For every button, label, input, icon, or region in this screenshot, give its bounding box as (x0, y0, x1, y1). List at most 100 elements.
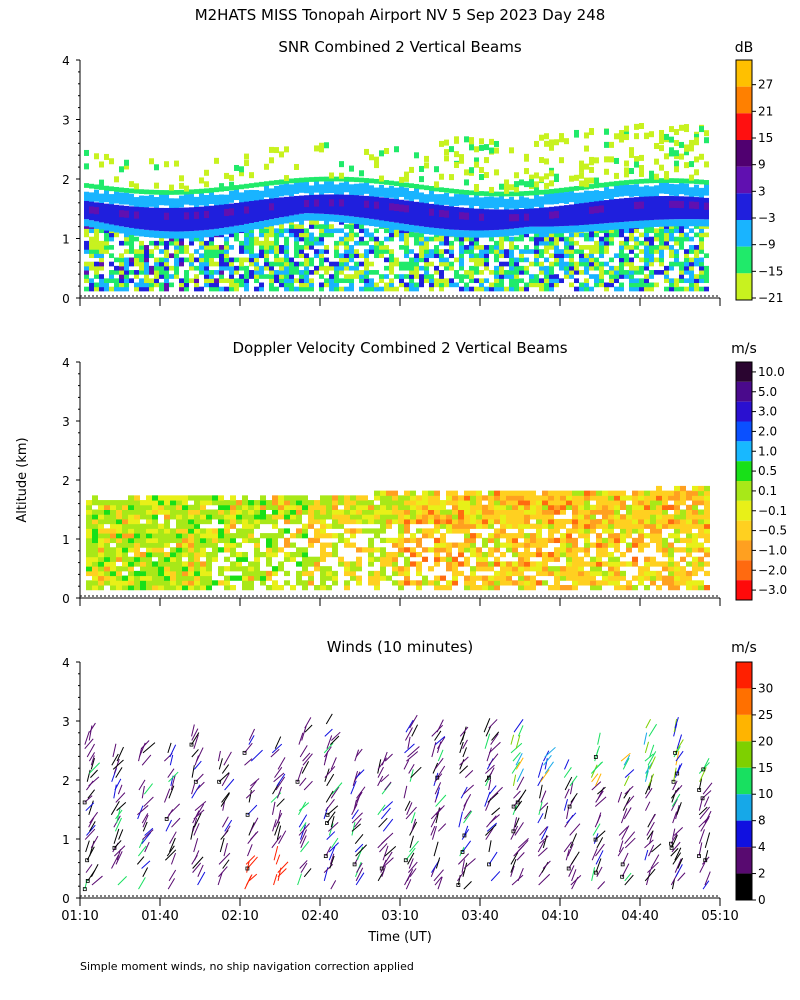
doppler-cell (404, 580, 410, 586)
snr-cell (589, 159, 594, 166)
snr-cell (294, 214, 299, 222)
doppler-cell (590, 561, 596, 567)
snr-cell (549, 265, 554, 271)
snr-cell (309, 270, 314, 275)
doppler-cell (206, 518, 212, 525)
snr-cell (519, 265, 524, 271)
wind-calm-marker (403, 858, 408, 863)
snr-cell (529, 236, 534, 242)
doppler-cell (572, 547, 578, 553)
snr-cell (124, 265, 129, 271)
doppler-cell (620, 570, 626, 577)
wind-barb (459, 741, 464, 754)
doppler-cell (650, 523, 656, 529)
doppler-cell (584, 533, 590, 539)
snr-cell (229, 286, 234, 292)
doppler-cell (554, 528, 560, 534)
snr-cell (459, 236, 464, 242)
snr-cell (634, 236, 639, 242)
doppler-cell (182, 500, 188, 506)
snr-cell (304, 181, 309, 194)
doppler-cell (134, 570, 140, 577)
doppler-cell (542, 556, 548, 562)
snr-cell (384, 249, 389, 254)
snr-cell (339, 172, 344, 179)
snr-cell (674, 240, 679, 246)
doppler-cell (524, 566, 530, 572)
snr-cell (339, 257, 344, 263)
colorbar-label: 1.0 (758, 444, 777, 458)
doppler-cell (668, 523, 674, 529)
doppler-cell (164, 504, 170, 510)
snr-cell (484, 191, 489, 197)
doppler-cell (392, 514, 398, 520)
snr-cell (124, 159, 129, 166)
snr-cell (619, 222, 624, 230)
snr-cell (439, 249, 444, 254)
snr-cell (364, 261, 369, 267)
wind-barb (84, 731, 90, 745)
doppler-cell (638, 542, 644, 548)
snr-cell (544, 282, 549, 288)
doppler-cell (674, 514, 680, 520)
snr-cell (584, 265, 589, 271)
snr-cell (519, 249, 524, 254)
doppler-cell (638, 580, 644, 586)
doppler-cell (122, 566, 128, 572)
doppler-cell (188, 542, 194, 548)
doppler-cell (530, 500, 536, 506)
wind-barb (138, 838, 145, 849)
snr-cell (674, 261, 679, 267)
snr-cell (634, 286, 639, 292)
doppler-cell (158, 561, 164, 567)
snr-cell (469, 230, 474, 238)
snr-cell (404, 187, 409, 200)
snr-cell (294, 240, 299, 246)
doppler-cell (356, 528, 362, 534)
doppler-cell (410, 580, 416, 586)
colorbar-label: −0.1 (758, 504, 787, 518)
snr-cell (484, 230, 489, 238)
snr-cell (544, 140, 549, 147)
snr-cell (304, 213, 309, 221)
wind-barb (537, 840, 545, 853)
doppler-cell (674, 533, 680, 539)
wind-barb (648, 844, 655, 857)
snr-cell (174, 265, 179, 271)
doppler-cell (686, 523, 692, 529)
doppler-cell (464, 495, 470, 501)
snr-cell (149, 270, 154, 275)
snr-cell (119, 210, 124, 218)
doppler-cell (428, 495, 434, 501)
doppler-cell (518, 523, 524, 529)
doppler-cell (392, 504, 398, 510)
doppler-cell (236, 509, 242, 515)
doppler-cell (470, 570, 476, 577)
doppler-cell (146, 580, 152, 586)
snr-cell (674, 228, 679, 234)
snr-cell (629, 282, 634, 288)
doppler-cell (578, 509, 584, 515)
snr-cell (599, 278, 604, 284)
snr-cell (354, 183, 359, 196)
snr-cell (634, 282, 639, 288)
snr-cell (569, 261, 574, 267)
snr-cell (629, 232, 634, 238)
doppler-cell (608, 561, 614, 567)
doppler-cell (170, 528, 176, 534)
wind-barb (85, 864, 93, 873)
doppler-cell (344, 518, 350, 525)
snr-cell (609, 232, 614, 238)
wind-barb (490, 733, 499, 745)
snr-cell (329, 181, 334, 194)
snr-cell (159, 274, 164, 279)
snr-cell (649, 253, 654, 259)
snr-cell (219, 194, 224, 207)
snr-cell (639, 270, 644, 275)
snr-cell (269, 278, 274, 284)
doppler-cell (458, 504, 464, 510)
snr-cell (119, 192, 124, 205)
wind-barb (702, 782, 713, 795)
doppler-cell (554, 504, 560, 510)
doppler-cell (446, 551, 452, 558)
